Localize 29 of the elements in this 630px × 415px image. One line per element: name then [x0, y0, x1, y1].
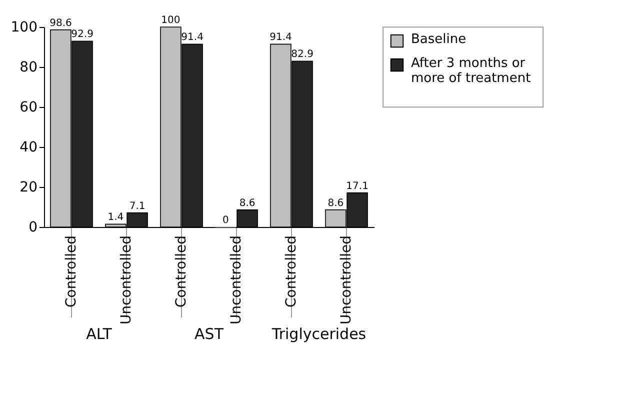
- data-label: 91.4: [181, 32, 204, 44]
- legend-label: After 3 months or more of treatment: [411, 56, 531, 86]
- y-tick-label: 0: [28, 220, 38, 236]
- data-label: 17.1: [346, 180, 368, 192]
- data-label: 91.4: [270, 32, 292, 44]
- data-label: 0: [222, 215, 229, 226]
- x-tick-label: Controlled: [64, 236, 80, 308]
- x-tick-label: Uncontrolled: [228, 236, 244, 325]
- x-tick-label: Uncontrolled: [118, 236, 134, 325]
- x-tick-label: Controlled: [284, 236, 300, 308]
- data-label: 1.4: [108, 212, 124, 224]
- legend-label: Baseline: [411, 32, 466, 47]
- text: Triglycerides: [270, 325, 366, 343]
- y-tick-label: 80: [20, 60, 38, 76]
- data-label: 98.6: [50, 18, 72, 29]
- x-tick-label: Controlled: [174, 236, 190, 308]
- data-label: 8.6: [328, 198, 344, 209]
- y-tick-label: 20: [20, 180, 38, 196]
- text: ALT: [86, 325, 113, 343]
- y-tick-label: 60: [20, 100, 38, 116]
- y-tick-label: 40: [20, 140, 38, 156]
- text: AST: [194, 325, 224, 343]
- data-label: 82.9: [291, 49, 314, 60]
- x-tick-label: Uncontrolled: [338, 236, 354, 325]
- data-label: 7.1: [129, 200, 146, 212]
- data-label: 8.6: [239, 198, 256, 209]
- data-label: 92.9: [71, 29, 94, 40]
- y-tick-label: 100: [10, 20, 38, 36]
- data-label: 100: [161, 15, 180, 26]
